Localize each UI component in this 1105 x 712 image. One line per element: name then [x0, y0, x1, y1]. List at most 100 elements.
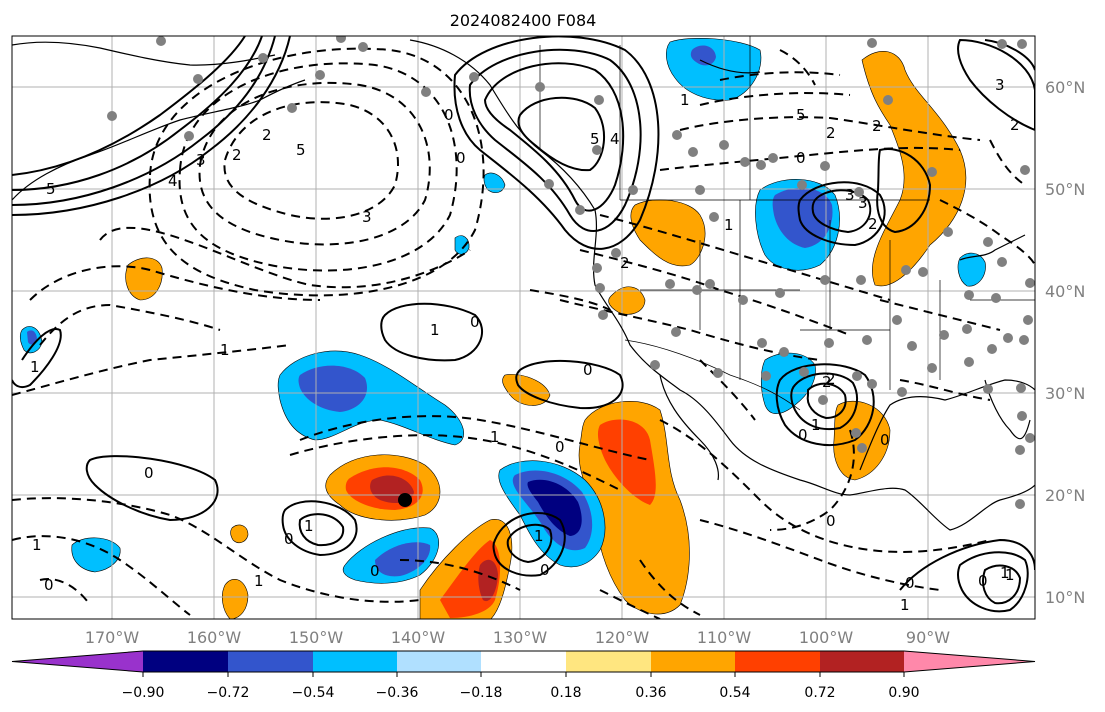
contour-label: 0 [905, 574, 915, 592]
contour-label: 1 [32, 536, 42, 554]
contour-label: 2 [826, 370, 836, 388]
lat-label-10n: 10°N [1045, 588, 1085, 607]
contour-label: 1 [900, 596, 910, 614]
contour-label: 1 [1005, 566, 1015, 584]
colorbar-segment [651, 651, 735, 672]
contour-label: 1 [30, 358, 40, 376]
political-borders [539, 36, 1035, 411]
lon-label-120w: 120°W [595, 628, 650, 647]
positive-anomaly-region [478, 559, 498, 602]
contour-label: 0 [284, 530, 294, 548]
negative-anomaly-region [483, 172, 506, 194]
contour-label: 0 [444, 106, 454, 124]
contour-label: 0 [470, 313, 480, 331]
colorbar-segment [313, 651, 397, 672]
contour-label: 5 [796, 106, 806, 124]
contour-label: 3 [845, 186, 855, 204]
lat-label-20n: 20°N [1045, 486, 1085, 505]
contour-label: 0 [796, 149, 806, 167]
contour-label: 0 [978, 572, 988, 590]
negative-anomaly-region [527, 479, 582, 536]
filled-anomaly-layer [19, 38, 986, 619]
lon-label-160w: 160°W [187, 628, 242, 647]
negative-anomaly-region [690, 45, 716, 66]
contour-label: 3 [196, 151, 206, 169]
contour-label: 2 [262, 126, 272, 144]
negative-anomaly-region [71, 537, 121, 573]
colorbar-extend-min [12, 651, 143, 672]
contour-label: 2 [822, 373, 832, 391]
lon-label-130w: 130°W [493, 628, 548, 647]
colorbar-tick-label: 0.18 [550, 685, 581, 701]
map-frame [11, 35, 1036, 620]
contour-label: 0 [555, 438, 565, 456]
lat-label-60n: 60°N [1045, 78, 1085, 97]
solid-contours [12, 36, 1035, 613]
colorbar-segment [735, 651, 820, 672]
contour-label: 0 [826, 512, 836, 530]
colorbar-tick-label: 0.72 [804, 685, 835, 701]
colorbar-segment [566, 651, 651, 672]
colorbar-segment [228, 651, 313, 672]
colorbar-segment [397, 651, 481, 672]
contour-label: 1 [1000, 564, 1010, 582]
contour-label: 1 [534, 527, 544, 545]
contour-label: 3 [362, 208, 372, 226]
contour-label: 5 [296, 141, 306, 159]
lat-label-40n: 40°N [1045, 282, 1085, 301]
contour-label: 0 [583, 361, 593, 379]
colorbar-tick-label: 0.36 [635, 685, 666, 701]
station-markers [107, 36, 1035, 509]
contour-label: 0 [456, 149, 466, 167]
latitude-labels: 60°N 50°N 40°N 30°N 20°N 10°N [1045, 78, 1085, 607]
contour-labels: 5 4 3 2 5 3 1 0 5 4 0 1 2 0 2 3 2 1 2 1 … [30, 76, 1020, 614]
map-title: 2024082400 F084 [450, 11, 597, 30]
contour-label: 1 [430, 321, 440, 339]
colorbar: −0.90 −0.72 −0.54 −0.36 −0.18 0.18 0.36 … [11, 650, 1036, 701]
lon-label-100w: 100°W [799, 628, 854, 647]
contour-label: 0 [44, 576, 54, 594]
lon-label-170w: 170°W [85, 628, 140, 647]
contour-label: 0 [798, 426, 808, 444]
contour-label: 1 [811, 416, 821, 434]
lon-label-110w: 110°W [697, 628, 752, 647]
contour-label: 1 [724, 216, 734, 234]
gridlines [12, 36, 1035, 619]
map-panel: 5 4 3 2 5 3 1 0 5 4 0 1 2 0 2 3 2 1 2 1 … [12, 36, 1035, 619]
lon-label-150w: 150°W [289, 628, 344, 647]
contour-label: 3 [858, 194, 868, 212]
positive-anomaly-region [597, 419, 656, 505]
colorbar-tick-label: −0.54 [292, 685, 335, 701]
positive-anomaly-region [230, 524, 249, 544]
colorbar-tick-labels: −0.90 −0.72 −0.54 −0.36 −0.18 0.18 0.36 … [122, 685, 920, 701]
positive-anomaly-region [125, 257, 163, 301]
contour-label: 4 [610, 130, 620, 148]
colorbar-tick-label: 0.54 [719, 685, 750, 701]
contour-label: 0 [144, 464, 154, 482]
colorbar-tick-label: 0.90 [888, 685, 919, 701]
colorbar-segments [11, 650, 1036, 673]
contour-label: 1 [680, 91, 690, 109]
lat-label-30n: 30°N [1045, 384, 1085, 403]
negative-anomaly-region [957, 252, 986, 287]
contour-label: 1 [220, 341, 230, 359]
contour-label: 2 [232, 146, 242, 164]
contour-label: 2 [872, 117, 882, 135]
contour-label: 1 [304, 517, 314, 535]
contour-label: 2 [1010, 116, 1020, 134]
longitude-labels: 170°W 160°W 150°W 140°W 130°W 120°W 110°… [85, 628, 950, 647]
colorbar-tick-label: −0.36 [376, 685, 419, 701]
colorbar-segment [143, 651, 228, 672]
colorbar-segment [820, 651, 904, 672]
colorbar-tick-label: −0.18 [460, 685, 503, 701]
contour-label: 2 [620, 254, 630, 272]
lat-label-50n: 50°N [1045, 180, 1085, 199]
contour-label: 0 [880, 431, 890, 449]
negative-anomaly-region [772, 187, 833, 248]
contour-label: 4 [168, 172, 178, 190]
highlighted-station-marker [398, 493, 412, 507]
contour-label: 3 [995, 76, 1005, 94]
contour-label: 2 [868, 215, 878, 233]
contour-label: 0 [370, 562, 380, 580]
colorbar-ticks [142, 672, 905, 677]
